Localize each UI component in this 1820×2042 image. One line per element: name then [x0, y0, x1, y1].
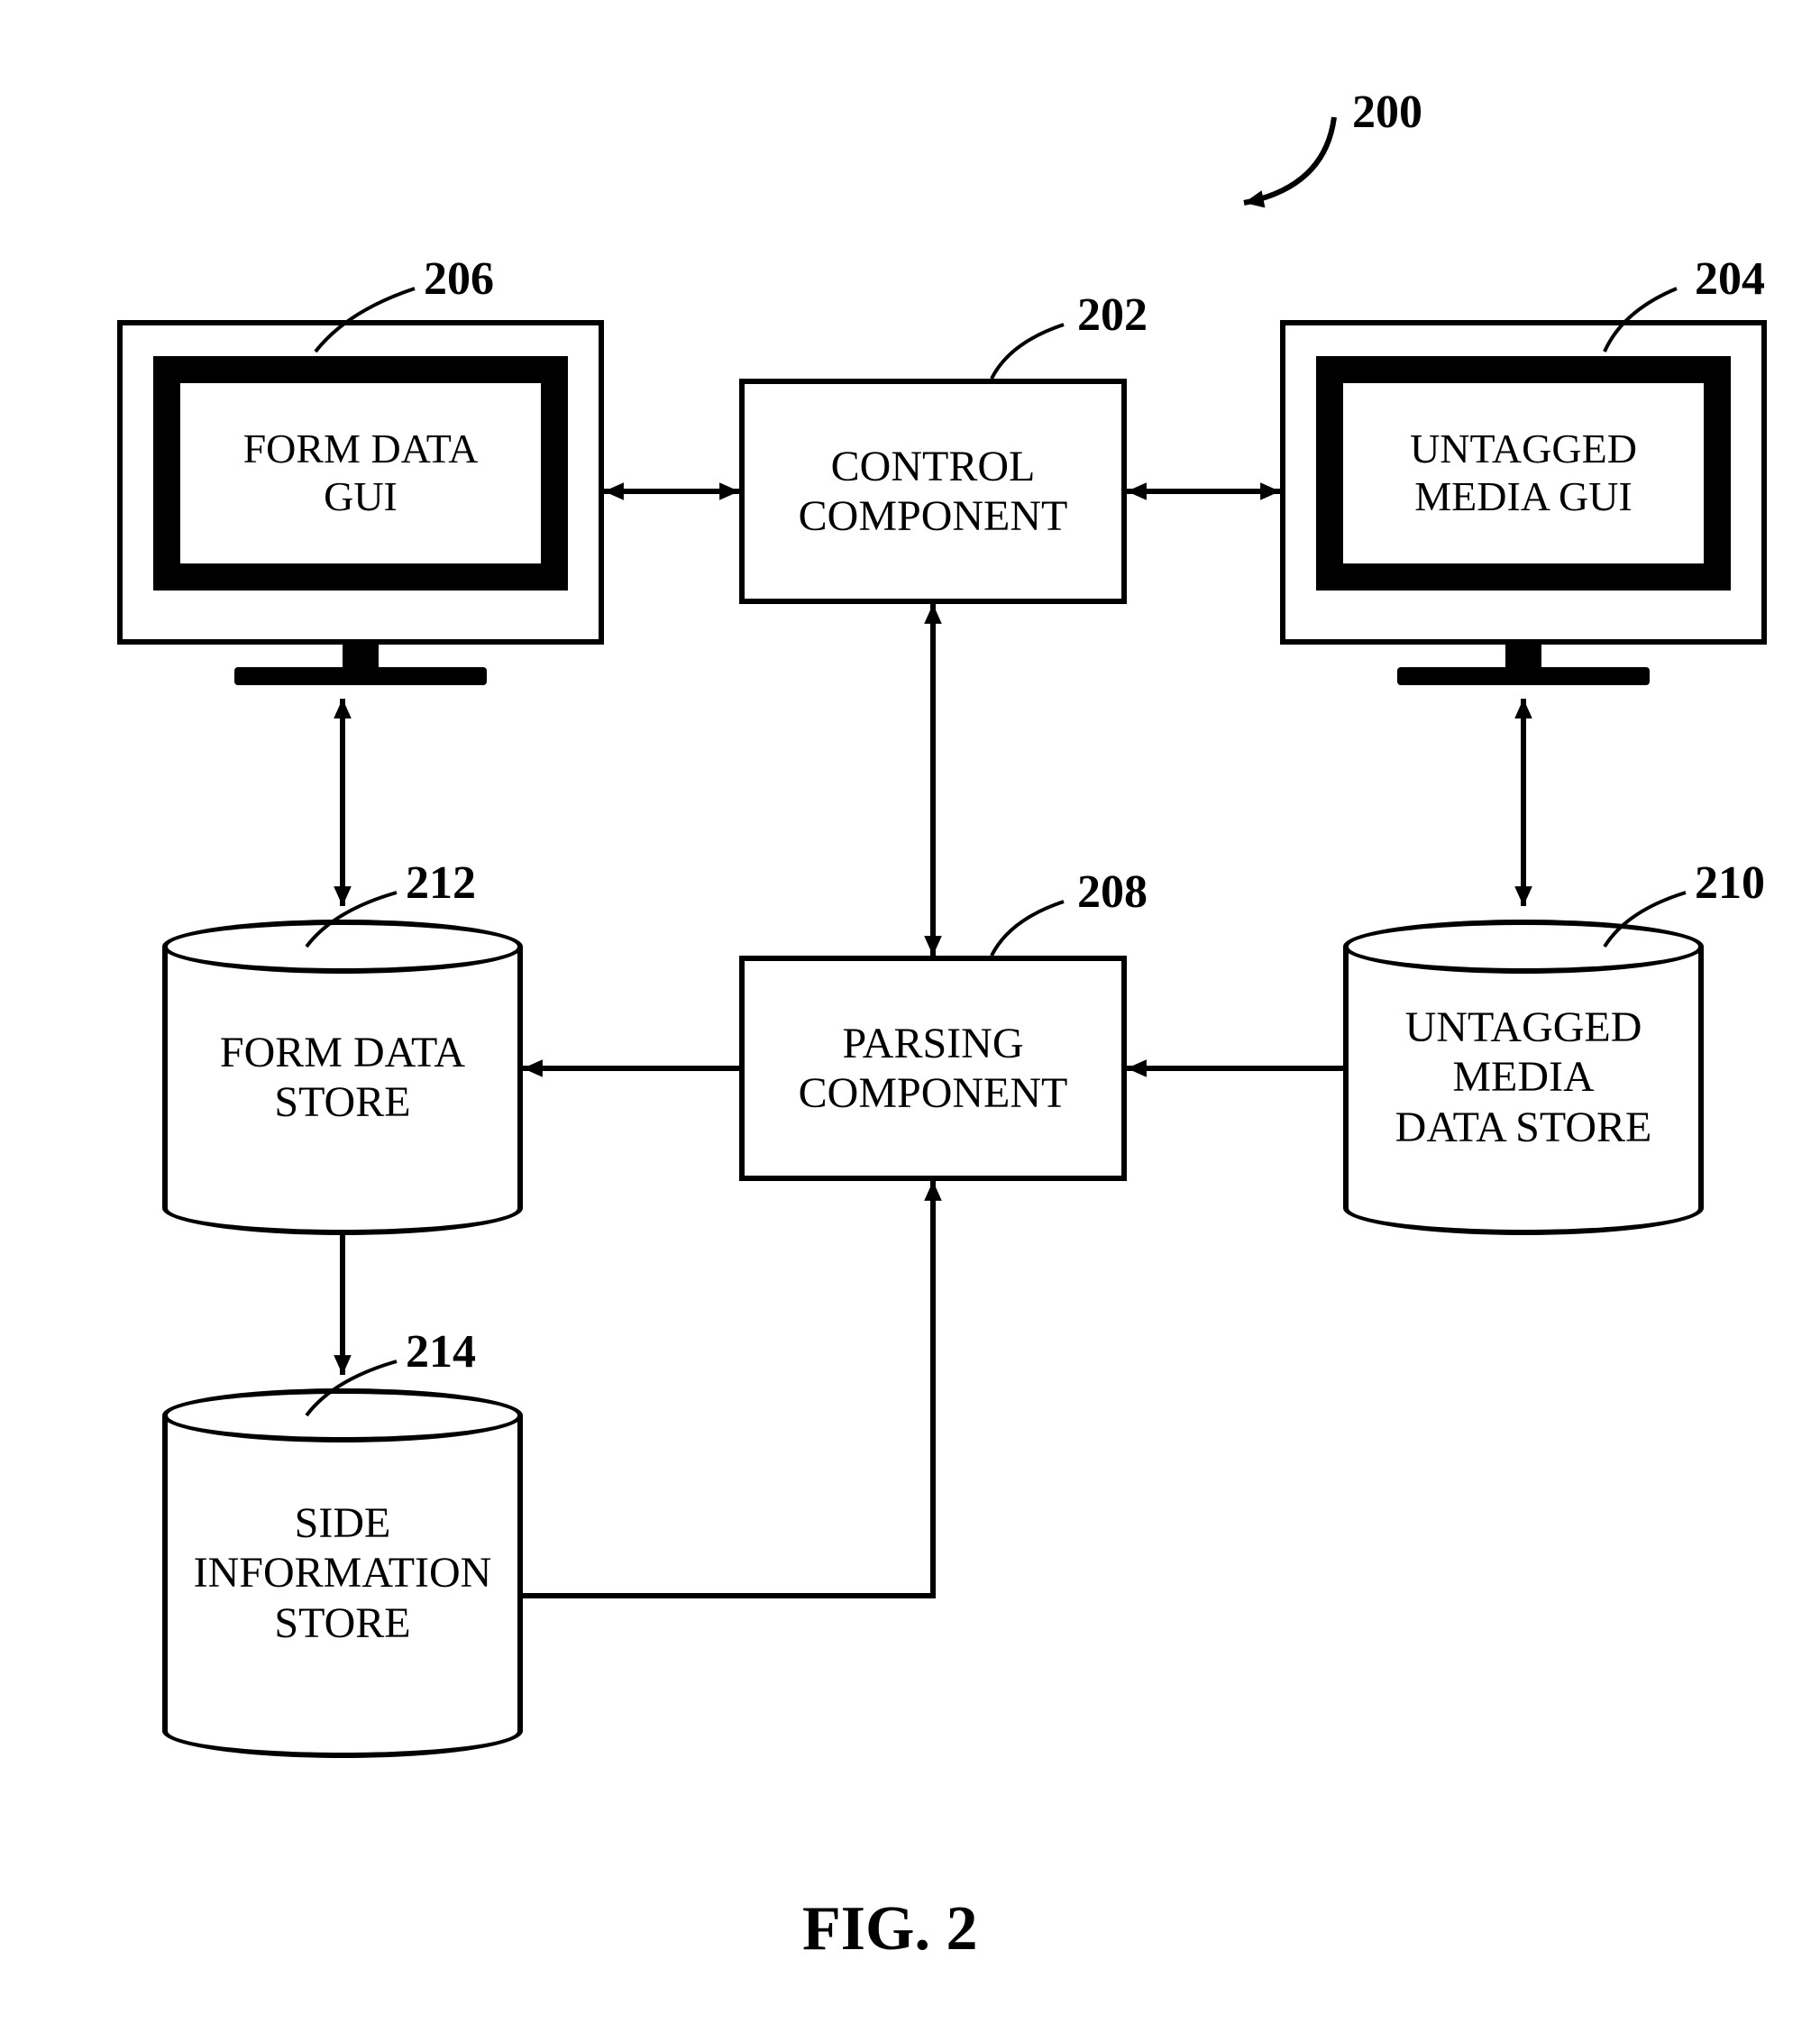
ref-208: 208	[1077, 865, 1148, 919]
form-data-gui-screen: FORM DATAGUI	[180, 383, 541, 563]
untagged-media-gui-monitor: UNTAGGEDMEDIA GUI	[1280, 320, 1767, 699]
form-data-store-cylinder: FORM DATASTORE	[162, 920, 523, 1208]
side-info-store-label: SIDEINFORMATIONSTORE	[194, 1498, 492, 1648]
figure-caption: FIG. 2	[802, 1893, 977, 1965]
diagram-canvas: FORM DATAGUI CONTROLCOMPONENT UNTAGGEDME…	[0, 0, 1820, 2042]
parsing-component-label: PARSINGCOMPONENT	[799, 1019, 1068, 1118]
ref-206: 206	[424, 252, 494, 306]
form-data-gui-monitor: FORM DATAGUI	[117, 320, 604, 699]
ref-210: 210	[1695, 856, 1765, 910]
untagged-media-store-cylinder: UNTAGGEDMEDIADATA STORE	[1343, 920, 1704, 1208]
ref-204: 204	[1695, 252, 1765, 306]
control-component-box: CONTROLCOMPONENT	[739, 379, 1127, 604]
ref-202: 202	[1077, 288, 1148, 342]
control-component-label: CONTROLCOMPONENT	[799, 442, 1068, 541]
untagged-media-gui-label: UNTAGGEDMEDIA GUI	[1410, 426, 1637, 521]
ref-200: 200	[1352, 86, 1422, 139]
form-data-store-label: FORM DATASTORE	[220, 1028, 465, 1127]
side-info-store-cylinder: SIDEINFORMATIONSTORE	[162, 1388, 523, 1731]
ref-212: 212	[406, 856, 476, 910]
untagged-media-gui-screen: UNTAGGEDMEDIA GUI	[1343, 383, 1704, 563]
ref-214: 214	[406, 1325, 476, 1378]
form-data-gui-label: FORM DATAGUI	[243, 426, 479, 521]
parsing-component-box: PARSINGCOMPONENT	[739, 956, 1127, 1181]
untagged-media-store-label: UNTAGGEDMEDIADATA STORE	[1395, 1003, 1652, 1152]
